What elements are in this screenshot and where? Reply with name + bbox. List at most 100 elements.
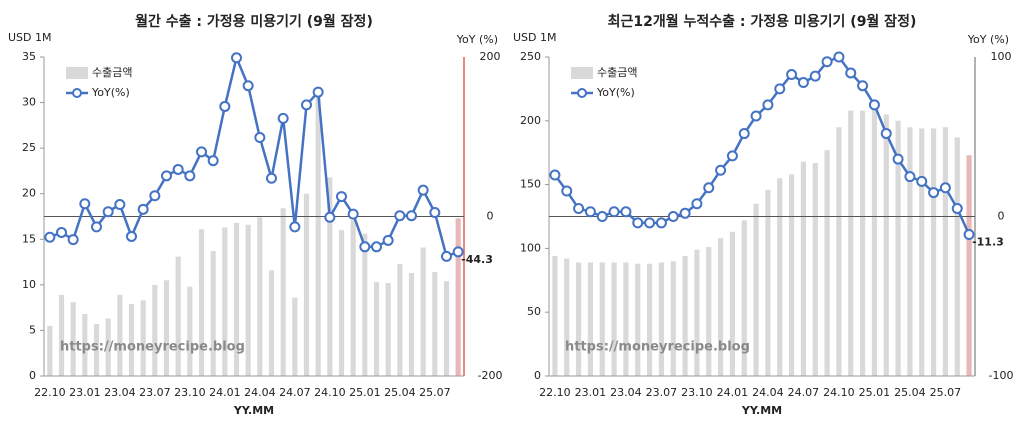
- y-tick-label: 0: [534, 369, 541, 382]
- y2-tick-label: 0: [487, 210, 494, 223]
- x-tick-label: 25.04: [384, 386, 416, 399]
- line-marker: [786, 69, 798, 81]
- line-marker: [963, 229, 975, 241]
- x-tick-label: 24.04: [244, 386, 276, 399]
- y2-tick-label: 200: [480, 50, 501, 63]
- bar: [930, 128, 937, 376]
- line-marker: [114, 199, 126, 211]
- bar: [210, 251, 216, 376]
- line-marker: [821, 56, 833, 68]
- bar: [966, 155, 972, 376]
- y2-axis-title: YoY (%): [456, 33, 498, 46]
- line-marker: [196, 146, 207, 158]
- y-axis-title: USD 1M: [513, 31, 557, 44]
- line-marker: [951, 203, 963, 215]
- y-tick-label: 250: [520, 50, 541, 63]
- x-tick-label: 24.01: [209, 386, 241, 399]
- bar: [163, 280, 170, 376]
- line-marker: [667, 211, 679, 222]
- bar: [646, 263, 653, 376]
- watermark: https://moneyrecipe.blog: [565, 340, 750, 355]
- x-tick-label: 24.04: [752, 386, 784, 399]
- line-marker: [172, 163, 184, 175]
- line-marker: [359, 241, 371, 253]
- legend-label: YoY(%): [596, 86, 635, 99]
- bar: [812, 162, 818, 376]
- bar: [836, 127, 842, 377]
- bar: [575, 262, 582, 376]
- line-marker: [254, 132, 266, 144]
- y-tick-label: 25: [22, 141, 36, 154]
- x-tick-label: 25.07: [419, 386, 451, 399]
- x-tick-label: 23.07: [139, 386, 171, 399]
- bar: [599, 262, 605, 376]
- bar: [245, 224, 251, 376]
- line-marker: [44, 231, 56, 243]
- bar: [140, 300, 146, 376]
- bar: [198, 229, 205, 376]
- bar: [82, 314, 88, 376]
- bar: [233, 222, 240, 376]
- line-marker: [126, 230, 137, 242]
- line-marker: [371, 241, 382, 253]
- bar: [623, 262, 629, 376]
- line-marker: [549, 169, 561, 181]
- legend-marker: [72, 88, 82, 98]
- y-tick-label: 20: [22, 187, 36, 200]
- bar: [848, 110, 854, 376]
- line-marker: [655, 217, 667, 229]
- bar: [268, 270, 275, 376]
- bar: [47, 325, 53, 376]
- line-marker: [406, 210, 417, 222]
- line-marker: [312, 86, 324, 98]
- y-tick-label: 30: [22, 96, 36, 109]
- bar: [800, 161, 807, 376]
- line-marker: [868, 99, 880, 111]
- bar: [175, 256, 181, 376]
- x-tick-label: 23.10: [681, 386, 713, 399]
- line-marker: [219, 100, 231, 112]
- bar: [883, 114, 889, 377]
- line-marker: [56, 226, 67, 238]
- x-tick-label: 24.10: [314, 386, 346, 399]
- y-axis-title: USD 1M: [8, 31, 52, 44]
- y-tick-label: 200: [520, 114, 541, 127]
- line-marker: [231, 52, 242, 64]
- legend-label: 수출금액: [597, 66, 637, 79]
- line-marker: [916, 175, 928, 187]
- bar: [93, 324, 100, 376]
- bar: [777, 178, 783, 376]
- bar: [954, 137, 960, 376]
- bar: [292, 297, 298, 376]
- bar: [455, 218, 461, 376]
- bar: [741, 220, 747, 376]
- bar: [152, 284, 158, 376]
- bar: [373, 282, 380, 376]
- x-tick-label: 25.07: [930, 386, 962, 399]
- line-marker: [644, 217, 656, 229]
- bar: [105, 318, 111, 376]
- bar: [729, 231, 736, 376]
- legend-swatch: [66, 67, 88, 79]
- bar: [338, 230, 345, 376]
- bar: [257, 217, 263, 376]
- y-tick-label: 10: [22, 278, 36, 291]
- y2-tick-label: 100: [991, 50, 1012, 63]
- line-marker: [703, 182, 715, 194]
- bar: [859, 110, 866, 376]
- x-axis-title: YY.MM: [741, 404, 782, 417]
- x-tick-label: 23.01: [575, 386, 607, 399]
- bar: [327, 177, 333, 376]
- line-marker: [67, 234, 79, 246]
- x-tick-label: 25.04: [894, 386, 926, 399]
- line-marker: [452, 246, 464, 258]
- bar: [824, 150, 830, 376]
- line-marker: [347, 208, 359, 220]
- line-marker: [904, 171, 916, 183]
- bar: [895, 120, 901, 376]
- line-marker: [845, 67, 857, 79]
- x-tick-label: 24.07: [279, 386, 311, 399]
- bar: [70, 302, 76, 376]
- x-axis-title: YY.MM: [233, 404, 274, 417]
- line-marker: [797, 77, 809, 89]
